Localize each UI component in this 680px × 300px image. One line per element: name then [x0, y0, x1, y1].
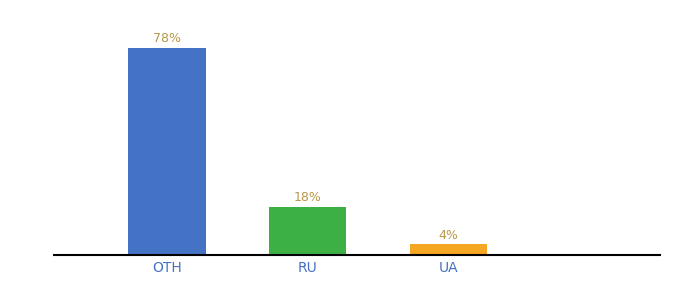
Text: 18%: 18%	[294, 191, 322, 205]
Bar	[129, 48, 206, 255]
Text: 78%: 78%	[153, 32, 181, 45]
Text: 4%: 4%	[439, 229, 458, 242]
Bar	[269, 207, 346, 255]
Bar	[410, 244, 487, 255]
